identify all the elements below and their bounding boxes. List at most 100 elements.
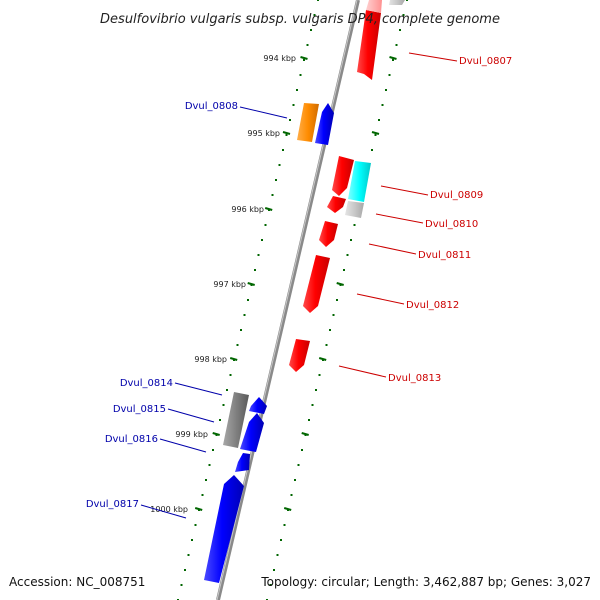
kbp-label: 996 kbp: [231, 205, 264, 214]
track-dot: [208, 464, 211, 466]
track-dot: [285, 134, 288, 136]
track-dot: [313, 14, 316, 16]
track-dot: [294, 479, 296, 481]
gene-arrow-gray-top[interactable]: [389, 0, 405, 5]
gene-arrow-dvul-0809[interactable]: [332, 156, 354, 196]
leader-line-dvul-0811: [368, 243, 417, 255]
kbp-tick: [318, 357, 327, 361]
gene-arrow-pink[interactable]: [366, 0, 382, 13]
gene-label-dvul-0809[interactable]: Dvul_0809: [430, 190, 483, 201]
track-dot: [292, 104, 295, 106]
track-dot: [236, 344, 239, 346]
track-dot: [325, 344, 328, 346]
track-dot: [346, 254, 349, 256]
leader-line-dvul-0817: [140, 504, 187, 519]
track-dot: [371, 149, 373, 151]
gene-arrow-dvul-0808[interactable]: [315, 103, 334, 145]
gene-arrow-dvul-0816b[interactable]: [235, 453, 250, 472]
genome-backbone: [216, 0, 360, 600]
leader-line-dvul-0807: [408, 52, 458, 62]
track-dot: [229, 374, 232, 376]
kbp-tick: [371, 131, 380, 135]
gene-label-dvul-0814[interactable]: Dvul_0814: [120, 378, 173, 389]
genome-summary: Topology: circular; Length: 3,462,887 bp…: [260, 575, 591, 589]
track-dot: [311, 404, 314, 406]
gene-label-dvul-0815[interactable]: Dvul_0815: [113, 404, 166, 415]
gene-arrow-dvul-0814[interactable]: [223, 392, 249, 448]
track-dot: [226, 389, 228, 391]
genome-title: Desulfovibrio vulgaris subsp. vulgaris D…: [100, 12, 500, 27]
track-dot: [191, 539, 193, 541]
track-dot: [257, 254, 260, 256]
kbp-tick: [389, 56, 397, 60]
track-dot: [392, 59, 394, 61]
gene-arrow-dvul-0812[interactable]: [303, 255, 330, 313]
gene-arrow-dvul-0815[interactable]: [249, 397, 267, 414]
track-dot: [406, 0, 408, 1]
track-dot: [212, 449, 214, 451]
track-dot: [290, 494, 293, 496]
gene-arrow-dvul-0809-cyan[interactable]: [348, 161, 371, 202]
gene-label-dvul-0813[interactable]: Dvul_0813: [388, 373, 441, 384]
kbp-tick: [229, 357, 238, 361]
track-dot: [329, 329, 331, 331]
track-dot: [264, 224, 267, 226]
track-dot: [261, 239, 263, 241]
track-dot: [297, 464, 300, 466]
gene-label-dvul-0816[interactable]: Dvul_0816: [105, 434, 158, 445]
track-dot: [243, 314, 246, 316]
gene-label-dvul-0807[interactable]: Dvul_0807: [459, 56, 512, 67]
track-dot: [315, 389, 317, 391]
leader-line-dvul-0813: [338, 365, 387, 378]
gene-arrow-dvul-0811[interactable]: [319, 221, 338, 247]
track-dot: [247, 299, 249, 301]
gene-label-dvul-0812[interactable]: Dvul_0812: [406, 300, 459, 311]
track-dot: [240, 329, 242, 331]
track-dot: [378, 119, 380, 121]
kbp-tick: [301, 432, 309, 436]
gene-arrow-dvul-0810-gray[interactable]: [345, 201, 364, 218]
leader-line-dvul-0815: [167, 408, 215, 423]
track-dot: [399, 29, 401, 31]
gene-arrow-dvul-0810[interactable]: [327, 196, 346, 213]
track-dot: [301, 449, 303, 451]
track-dot: [388, 74, 391, 76]
track-dot: [296, 89, 298, 91]
track-dot: [317, 0, 319, 1]
track-dot: [350, 239, 352, 241]
leader-line-dvul-0812: [356, 293, 405, 305]
gene-label-dvul-0808[interactable]: Dvul_0808: [185, 101, 238, 112]
leader-line-dvul-0814: [174, 382, 223, 396]
track-dot: [219, 419, 221, 421]
track-dot: [271, 194, 274, 196]
gene-label-dvul-0811[interactable]: Dvul_0811: [418, 250, 471, 261]
track-dot: [336, 299, 338, 301]
track-dot: [276, 554, 279, 556]
gene-arrow-dvul-0817[interactable]: [204, 475, 244, 583]
kbp-label: 998 kbp: [194, 355, 227, 364]
track-dot: [280, 539, 282, 541]
track-dot: [180, 584, 183, 586]
gene-arrow-dvul-0816[interactable]: [240, 413, 264, 452]
track-dot: [201, 494, 204, 496]
gene-arrow-dvul-0808-orange[interactable]: [297, 103, 319, 142]
kbp-label: 995 kbp: [247, 129, 280, 138]
kbp-label: 994 kbp: [263, 54, 296, 63]
track-dot: [318, 374, 321, 376]
track-dot: [269, 584, 272, 586]
gene-arrow-dvul-0813[interactable]: [289, 339, 310, 372]
kbp-tick-marks: [194, 56, 397, 511]
track-dot: [273, 569, 275, 571]
gene-label-dvul-0810[interactable]: Dvul_0810: [425, 219, 478, 230]
kbp-tick: [336, 282, 344, 286]
track-dot: [289, 119, 291, 121]
track-dot: [308, 419, 310, 421]
track-dot: [299, 74, 302, 76]
gene-label-dvul-0817[interactable]: Dvul_0817: [86, 499, 139, 510]
kbp-tick: [282, 131, 291, 135]
track-dot: [278, 164, 281, 166]
track-dot: [254, 269, 256, 271]
gene-arrow-dvul-0807[interactable]: [357, 10, 381, 80]
leader-line-dvul-0809: [380, 185, 429, 196]
